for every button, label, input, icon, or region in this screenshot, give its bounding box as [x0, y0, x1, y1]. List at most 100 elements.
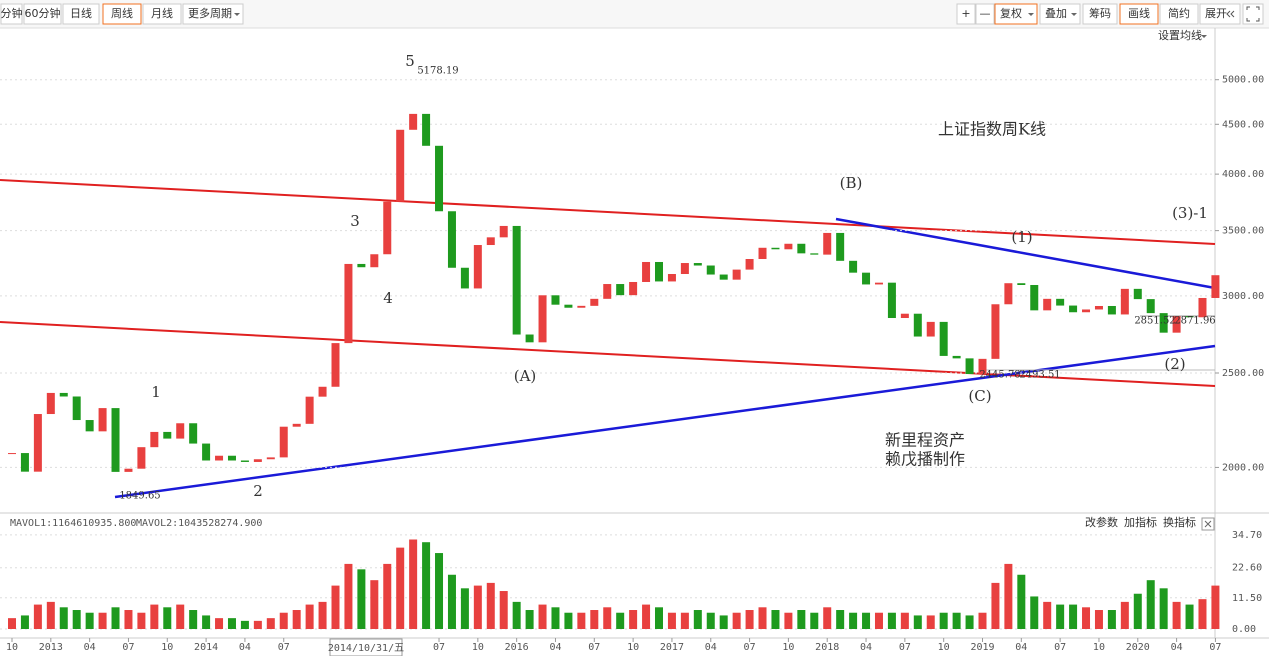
candle	[279, 426, 288, 458]
candle	[706, 265, 715, 275]
candle	[564, 304, 573, 308]
volume-bar	[20, 615, 29, 629]
volume-bar	[318, 601, 327, 629]
indicator-value: MAVOL1:1164610935.800	[10, 518, 136, 529]
volume-bar	[512, 601, 521, 629]
candle	[1043, 298, 1052, 311]
close-icon[interactable]	[1201, 517, 1215, 531]
toolbar-label[interactable]: 分钟	[1, 6, 23, 20]
toolbar-button[interactable]	[1119, 3, 1159, 25]
toolbar-label[interactable]: 60分钟	[25, 6, 61, 20]
indicator-button[interactable]: 换指标	[1163, 515, 1196, 529]
candle	[1198, 297, 1207, 318]
toolbar-button[interactable]	[23, 3, 62, 25]
candle	[1159, 313, 1168, 333]
candle	[227, 455, 236, 461]
volume-bar	[1030, 596, 1039, 629]
toolbar-button[interactable]	[975, 3, 995, 25]
toolbar-button[interactable]	[0, 3, 23, 25]
volume-bar	[409, 539, 418, 629]
toolbar-label[interactable]: —	[980, 7, 991, 20]
support-line	[114, 344, 1216, 499]
resistance-line	[835, 217, 1216, 290]
candle	[629, 281, 638, 296]
toolbar-button[interactable]	[102, 3, 142, 25]
toolbar-label[interactable]: 复权	[1000, 6, 1022, 20]
candle	[1069, 305, 1078, 313]
candle	[486, 237, 495, 246]
x-tick-label: 10	[161, 642, 173, 653]
toolbar-label[interactable]: 简约	[1168, 6, 1190, 20]
candle	[318, 386, 327, 397]
toolbar-label[interactable]: 筹码	[1089, 6, 1111, 20]
candle	[150, 431, 159, 448]
indicator-button[interactable]: 加指标	[1124, 515, 1157, 529]
toolbar-button[interactable]	[1199, 3, 1241, 25]
toolbar-label[interactable]: 画线	[1128, 6, 1150, 20]
toolbar-button[interactable]	[142, 3, 182, 25]
volume-bar	[771, 610, 780, 629]
volume-bar	[1043, 601, 1052, 629]
x-tick-label: 10	[627, 642, 639, 653]
indicator-button[interactable]: 改参数	[1085, 515, 1118, 529]
candle	[370, 254, 379, 268]
x-tick-label: 04	[860, 642, 872, 653]
annotation: 新里程资产	[885, 431, 965, 450]
toolbar-label[interactable]: 叠加	[1045, 7, 1067, 20]
toolbar-label[interactable]: 日线	[70, 6, 92, 20]
candle	[551, 295, 560, 305]
crosshair-label: 2014/10/31/五	[328, 643, 404, 654]
volume-bar	[305, 604, 314, 629]
annotation: (C)	[968, 387, 991, 405]
toolbar-label[interactable]: 月线	[151, 6, 173, 20]
dropdown-arrow	[234, 13, 240, 16]
toolbar-button[interactable]	[182, 3, 244, 25]
ma-setting[interactable]: 设置均线	[1158, 28, 1202, 42]
volume-bar	[823, 607, 832, 629]
x-tick-label: 04	[1171, 642, 1183, 653]
volume-bar	[926, 615, 935, 629]
y-tick-label: 22.60	[1232, 563, 1262, 574]
candle	[8, 453, 16, 455]
toolbar-button[interactable]	[1082, 3, 1118, 25]
toolbar-button[interactable]	[1039, 3, 1081, 25]
y-tick-label: 0.00	[1232, 624, 1256, 635]
toolbar-label[interactable]: 更多周期	[188, 6, 232, 20]
annotation: 2	[253, 482, 263, 500]
volume-bar	[1146, 580, 1155, 629]
toolbar-label[interactable]: 展开	[1205, 7, 1227, 20]
volume-bar	[862, 612, 871, 629]
volume-bar	[706, 612, 715, 629]
candle	[693, 263, 702, 266]
x-tick-label: 2020	[1126, 642, 1150, 653]
candle	[176, 423, 185, 439]
annotation: (2)	[1164, 355, 1185, 373]
fullscreen-button[interactable]	[1242, 3, 1264, 25]
toolbar-label[interactable]: +	[961, 7, 970, 20]
y-tick-label: 4500.00	[1222, 119, 1264, 130]
x-tick-label: 10	[938, 642, 950, 653]
candle	[577, 305, 586, 308]
candle	[85, 420, 94, 432]
candle	[46, 392, 55, 415]
volume-bar	[616, 612, 625, 629]
volume-bar	[655, 607, 663, 629]
volume-bar	[1159, 588, 1168, 629]
toolbar-button[interactable]	[62, 3, 100, 25]
candle	[978, 358, 987, 375]
annotation: 1849.65	[119, 491, 160, 502]
volume-bar	[952, 612, 961, 629]
volume-bar	[176, 604, 185, 629]
volume-bar	[1107, 610, 1116, 629]
candle	[719, 274, 728, 280]
volume-bar	[344, 563, 353, 629]
toolbar-button[interactable]	[1159, 3, 1199, 25]
toolbar-label[interactable]: 周线	[111, 6, 133, 20]
volume-bar	[215, 618, 224, 629]
annotation: (B)	[840, 174, 863, 192]
toolbar-button[interactable]	[956, 3, 976, 25]
toolbar-button[interactable]	[994, 3, 1038, 25]
x-tick-label: 07	[588, 642, 600, 653]
trend-lines	[0, 179, 1216, 499]
x-tick-label: 2016	[505, 642, 529, 653]
